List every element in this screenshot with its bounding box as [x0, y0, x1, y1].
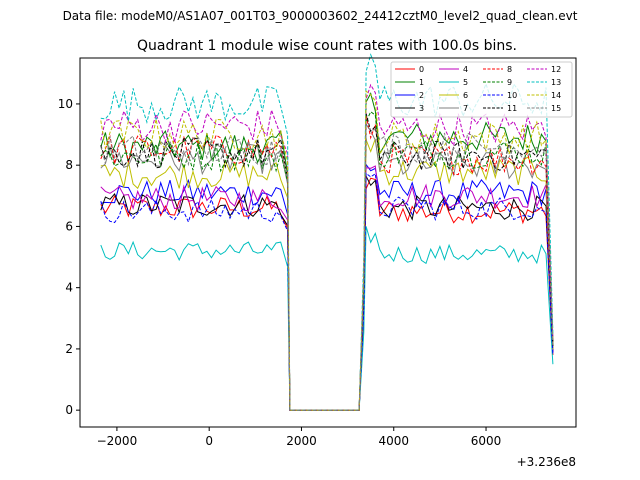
x-tick-label: 0 — [205, 434, 213, 448]
legend-label-7: 7 — [463, 104, 468, 113]
y-tick-label: 6 — [65, 219, 73, 233]
legend-label-9: 9 — [507, 78, 512, 87]
legend-label-6: 6 — [463, 91, 468, 100]
chart-title: Quadrant 1 module wise count rates with … — [137, 38, 517, 54]
series-line-11 — [100, 113, 554, 411]
y-tick-label: 2 — [65, 342, 73, 356]
y-tick-label: 10 — [58, 97, 73, 111]
y-tick-label: 0 — [65, 403, 73, 417]
x-axis: −2000 0 2000 4000 6000 — [97, 427, 502, 448]
y-tick-label: 4 — [65, 281, 73, 295]
suptitle: Data file: modeM0/AS1A07_001T03_90000036… — [63, 9, 578, 23]
y-tick-label: 8 — [65, 158, 73, 172]
series-line-15 — [100, 124, 554, 411]
series-line-7 — [100, 122, 554, 411]
x-tick-label: −2000 — [97, 434, 138, 448]
legend-label-14: 14 — [551, 91, 561, 100]
x-tick-label: 2000 — [286, 434, 317, 448]
series-line-4 — [100, 165, 554, 411]
axes-frame — [79, 57, 577, 428]
series-line-6 — [100, 138, 554, 411]
legend-label-13: 13 — [551, 78, 561, 87]
legend-label-1: 1 — [419, 78, 424, 87]
legend-label-10: 10 — [507, 91, 517, 100]
legend-label-2: 2 — [419, 91, 424, 100]
x-tick-label: 4000 — [378, 434, 409, 448]
legend-label-3: 3 — [419, 104, 424, 113]
legend-label-4: 4 — [463, 65, 468, 74]
legend-label-11: 11 — [507, 104, 517, 113]
legend-label-5: 5 — [463, 78, 468, 87]
series-line-1 — [100, 92, 554, 411]
legend-label-8: 8 — [507, 65, 512, 74]
y-axis: 0 2 4 6 8 10 — [58, 97, 80, 417]
series-line-5 — [100, 226, 554, 411]
legend-label-0: 0 — [419, 65, 424, 74]
x-offset-label: +3.236e8 — [517, 455, 576, 469]
series-line-10 — [100, 172, 554, 411]
series-line-14 — [100, 90, 554, 411]
x-tick-label: 6000 — [471, 434, 502, 448]
series-line-8 — [100, 114, 554, 411]
series-line-12 — [100, 83, 554, 411]
legend-label-15: 15 — [551, 104, 561, 113]
series-line-9 — [100, 110, 554, 411]
legend-frame — [390, 61, 573, 118]
legend-label-12: 12 — [551, 65, 561, 74]
